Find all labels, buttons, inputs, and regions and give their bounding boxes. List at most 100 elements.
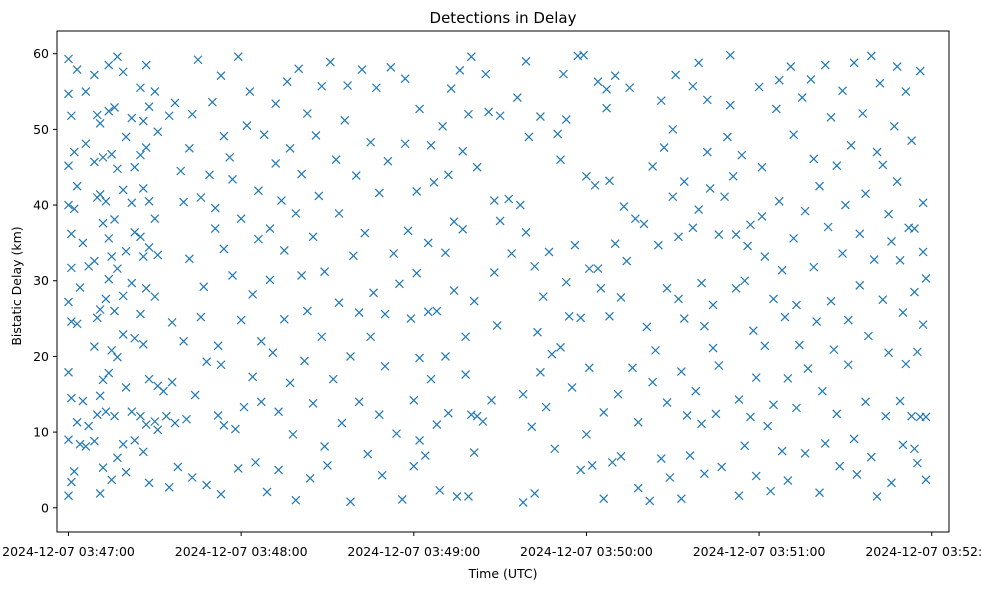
data-point bbox=[173, 462, 183, 472]
data-point bbox=[107, 475, 117, 485]
data-point bbox=[213, 341, 223, 351]
data-point bbox=[144, 102, 154, 112]
data-point bbox=[535, 112, 545, 121]
data-point bbox=[518, 498, 528, 507]
data-point bbox=[202, 357, 212, 367]
x-tick-label: 2024-12-07 03:51:00 bbox=[693, 544, 826, 559]
data-point bbox=[72, 319, 82, 329]
data-point bbox=[72, 181, 82, 191]
data-point bbox=[130, 333, 140, 343]
data-point bbox=[75, 439, 85, 449]
data-point bbox=[521, 227, 531, 237]
data-point bbox=[866, 51, 876, 61]
data-point bbox=[714, 361, 724, 370]
data-point bbox=[720, 192, 729, 202]
data-point bbox=[69, 467, 79, 476]
x-tick-label: 2024-12-07 03:48:00 bbox=[175, 544, 308, 559]
data-point bbox=[274, 465, 283, 475]
data-points bbox=[64, 50, 931, 507]
data-point bbox=[633, 417, 643, 427]
data-point bbox=[193, 55, 203, 65]
data-point bbox=[89, 436, 99, 446]
data-point bbox=[441, 351, 450, 361]
data-point bbox=[659, 143, 669, 152]
data-point bbox=[118, 291, 128, 301]
data-point bbox=[858, 109, 868, 118]
data-point bbox=[625, 83, 635, 93]
data-point bbox=[550, 444, 560, 454]
data-point bbox=[354, 397, 364, 407]
data-point bbox=[746, 412, 755, 422]
data-point bbox=[89, 342, 99, 352]
data-point bbox=[605, 176, 614, 186]
data-point bbox=[887, 236, 896, 246]
data-point bbox=[717, 462, 727, 472]
data-point bbox=[236, 315, 246, 325]
data-point bbox=[302, 109, 312, 118]
data-point bbox=[150, 87, 160, 96]
data-point bbox=[150, 417, 160, 426]
data-point bbox=[363, 449, 373, 459]
data-point bbox=[233, 52, 243, 62]
data-point bbox=[584, 264, 594, 274]
data-point bbox=[676, 494, 686, 504]
data-point bbox=[84, 421, 94, 431]
data-point bbox=[656, 96, 666, 106]
data-point bbox=[202, 480, 212, 490]
data-point bbox=[161, 411, 171, 421]
data-point bbox=[489, 267, 499, 277]
data-point bbox=[584, 363, 594, 373]
data-point bbox=[279, 314, 289, 324]
data-point bbox=[144, 478, 154, 488]
data-point bbox=[317, 332, 327, 342]
data-point bbox=[81, 442, 91, 451]
data-point bbox=[314, 191, 324, 201]
data-point bbox=[725, 50, 735, 60]
data-point bbox=[820, 60, 830, 70]
data-point bbox=[334, 208, 344, 218]
data-point bbox=[864, 331, 873, 341]
data-point bbox=[849, 58, 859, 68]
data-point bbox=[113, 453, 122, 463]
data-point bbox=[92, 410, 102, 420]
data-point bbox=[714, 230, 724, 240]
data-point bbox=[852, 470, 862, 479]
data-point bbox=[167, 377, 177, 387]
data-point bbox=[441, 248, 450, 258]
data-point bbox=[751, 471, 761, 481]
data-point bbox=[628, 363, 637, 373]
data-point bbox=[256, 397, 266, 407]
data-point bbox=[210, 224, 220, 233]
data-point bbox=[452, 492, 462, 501]
data-point bbox=[354, 308, 364, 317]
data-point bbox=[815, 488, 824, 498]
data-point bbox=[734, 395, 744, 404]
data-point bbox=[487, 395, 496, 405]
data-point bbox=[763, 421, 773, 431]
data-point bbox=[406, 314, 416, 324]
data-point bbox=[182, 414, 191, 424]
data-point bbox=[918, 198, 928, 208]
data-point bbox=[734, 491, 744, 501]
data-point bbox=[251, 457, 260, 467]
data-point bbox=[512, 93, 522, 103]
data-point bbox=[291, 208, 301, 218]
data-point bbox=[184, 143, 194, 153]
data-point bbox=[547, 349, 557, 359]
data-point bbox=[323, 460, 332, 470]
data-point bbox=[884, 348, 893, 358]
data-point bbox=[872, 492, 882, 501]
data-point bbox=[918, 247, 928, 257]
data-point bbox=[731, 283, 741, 293]
data-point bbox=[118, 330, 128, 339]
data-point bbox=[403, 226, 413, 236]
data-point bbox=[789, 233, 799, 243]
data-point bbox=[196, 312, 206, 322]
data-point bbox=[783, 373, 793, 383]
data-point bbox=[561, 115, 571, 124]
data-point bbox=[754, 82, 764, 92]
data-point bbox=[861, 189, 870, 199]
data-point bbox=[832, 409, 842, 419]
data-point bbox=[64, 435, 73, 445]
data-point bbox=[78, 396, 88, 406]
